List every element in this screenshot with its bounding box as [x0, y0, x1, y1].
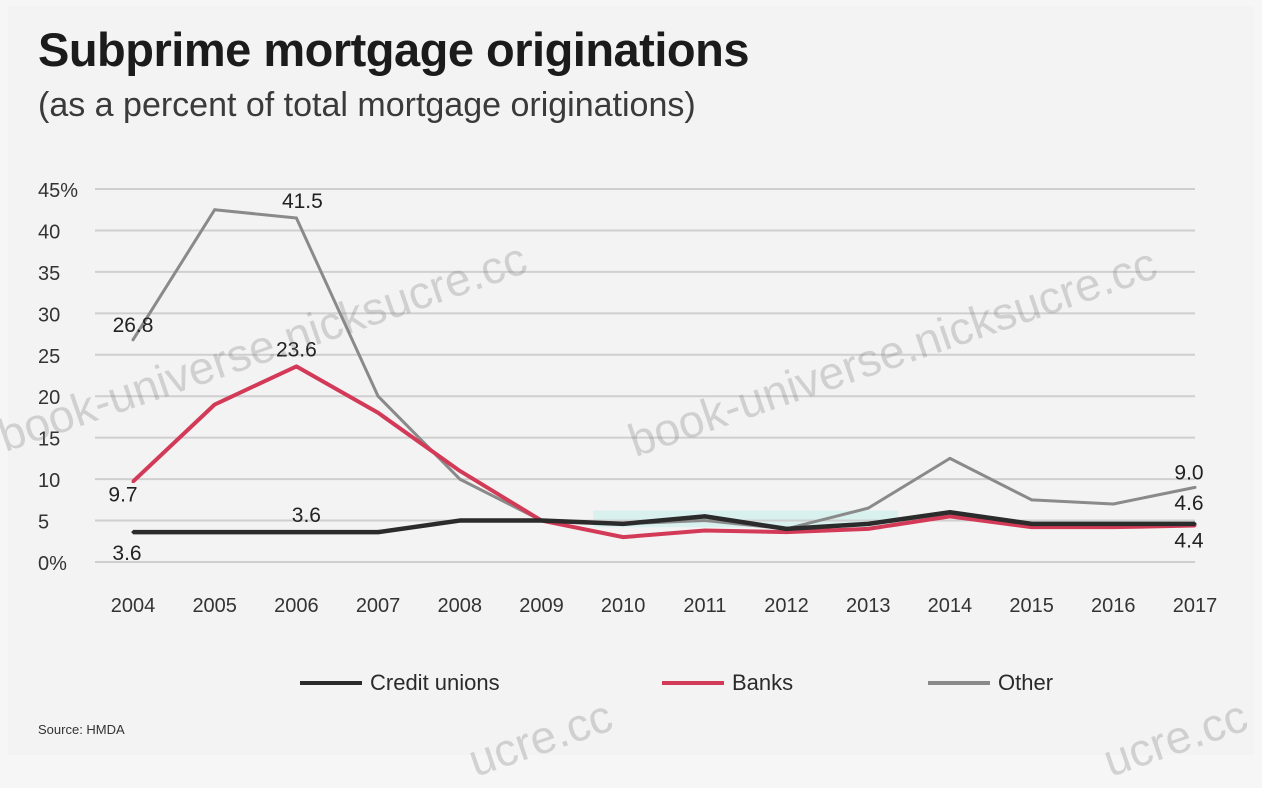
line-chart: 0% 5 10 15 20 25 30 35 40 45% 2004 2005 2006 2007 2008… [38, 180, 1218, 617]
legend-swatch-banks [662, 681, 724, 685]
x-tick-label: 2005 [192, 595, 237, 617]
data-point-banks [376, 411, 380, 415]
data-point-banks [294, 364, 298, 368]
y-tick-label: 25 [38, 346, 60, 368]
legend-label-banks: Banks [732, 670, 794, 695]
chart-title: Subprime mortgage originations [38, 23, 749, 76]
x-tick-label: 2004 [111, 595, 156, 617]
data-point-other [458, 477, 462, 481]
data-point-banks [1030, 525, 1034, 529]
legend-swatch-credit-unions [300, 681, 362, 685]
source-note: Source: HMDA [38, 722, 125, 737]
data-point-credit-unions [131, 530, 135, 534]
data-point-banks [458, 469, 462, 473]
data-label: 23.6 [276, 338, 317, 361]
x-tick-label: 2010 [601, 595, 646, 617]
data-label: 4.6 [1174, 492, 1203, 515]
y-tick-label: 30 [38, 304, 60, 326]
x-tick-label: 2007 [356, 595, 401, 617]
y-tick-label: 20 [38, 387, 60, 409]
x-tick-label: 2006 [274, 595, 319, 617]
legend-label-credit-unions: Credit unions [370, 670, 500, 695]
x-tick-label: 2015 [1009, 595, 1054, 617]
data-point-banks [1111, 525, 1115, 529]
legend-item-other: Other [928, 670, 1053, 696]
data-label: 3.6 [292, 504, 321, 527]
data-label: 4.4 [1174, 530, 1204, 553]
data-point-credit-unions [785, 527, 789, 531]
data-point-other [1030, 498, 1034, 502]
data-point-credit-unions [539, 519, 543, 523]
data-point-other [1193, 485, 1197, 489]
x-tick-label: 2011 [683, 595, 726, 617]
data-point-credit-unions [213, 530, 217, 534]
legend-item-banks: Banks [662, 670, 793, 696]
legend-item-credit-unions: Credit unions [300, 670, 500, 696]
data-point-other [131, 338, 135, 342]
data-label: 9.0 [1174, 461, 1203, 484]
data-label: 3.6 [112, 542, 141, 565]
data-point-credit-unions [621, 522, 625, 526]
data-point-credit-unions [1030, 522, 1034, 526]
data-point-other [294, 216, 298, 220]
legend-swatch-other [928, 681, 990, 685]
data-point-banks [785, 530, 789, 534]
y-tick-label: 40 [38, 221, 60, 243]
data-label: 26.8 [113, 314, 154, 337]
data-point-other [948, 456, 952, 460]
x-tick-label: 2014 [928, 595, 973, 617]
x-tick-label: 2017 [1173, 595, 1218, 617]
data-point-credit-unions [458, 519, 462, 523]
data-point-other [213, 208, 217, 212]
data-label: 41.5 [282, 190, 323, 213]
data-point-banks [866, 527, 870, 531]
data-point-credit-unions [1111, 522, 1115, 526]
data-point-other [1111, 502, 1115, 506]
data-point-banks [948, 514, 952, 518]
legend-label-other: Other [998, 670, 1054, 695]
y-tick-label: 0% [38, 553, 67, 575]
legend: Credit unions Banks Other [300, 670, 1100, 700]
x-tick-label: 2009 [519, 595, 564, 617]
data-point-banks [621, 535, 625, 539]
data-label: 9.7 [108, 484, 137, 507]
y-tick-label: 5 [38, 512, 49, 534]
y-tick-label: 35 [38, 263, 60, 285]
data-point-banks [213, 403, 217, 407]
data-point-credit-unions [703, 514, 707, 518]
data-point-banks [703, 529, 707, 533]
data-point-credit-unions [948, 510, 952, 514]
data-point-other [703, 519, 707, 523]
x-tick-label: 2013 [846, 595, 891, 617]
x-tick-label: 2012 [764, 595, 809, 617]
data-point-credit-unions [866, 522, 870, 526]
data-point-credit-unions [376, 530, 380, 534]
data-point-other [866, 506, 870, 510]
x-tick-label: 2008 [438, 595, 483, 617]
series-line-credit-unions [133, 510, 1195, 535]
chart-frame [8, 6, 1254, 755]
chart-subtitle: (as a percent of total mortgage originat… [38, 86, 696, 124]
data-point-other [376, 394, 380, 398]
series-line-banks [131, 364, 1196, 540]
data-point-banks [131, 480, 135, 484]
x-tick-label: 2016 [1091, 595, 1136, 617]
y-tick-label: 45% [38, 180, 78, 202]
y-tick-label: 10 [38, 470, 60, 492]
y-tick-label: 15 [38, 429, 60, 451]
data-point-credit-unions [294, 530, 298, 534]
data-point-credit-unions [1193, 522, 1197, 526]
